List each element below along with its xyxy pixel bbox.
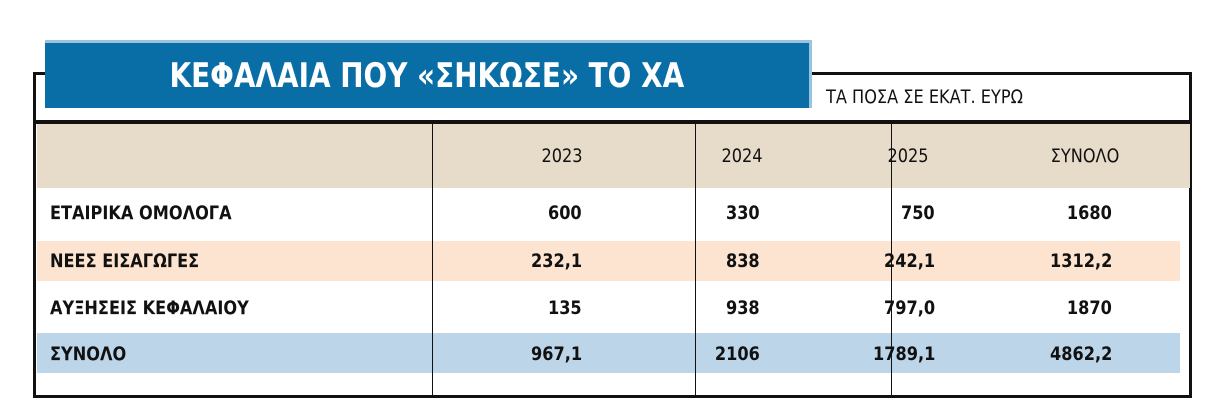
header-rule xyxy=(33,120,1192,124)
title-box: ΚΕΦΑΛΑΙΑ ΠΟΥ «ΣΗΚΩΣΕ» ΤΟ ΧΑ xyxy=(45,40,812,108)
cell-value: 1789,1 xyxy=(872,343,935,365)
frame-left xyxy=(33,72,36,398)
cell-value: 750 xyxy=(901,202,935,224)
row-label: ΕΤΑΙΡΙΚΑ ΟΜΟΛΟΓΑ xyxy=(50,202,232,224)
cell-value: 938 xyxy=(726,297,760,319)
cell-value: 135 xyxy=(548,297,582,319)
cell-value: 797,0 xyxy=(883,297,935,319)
row-label: ΣΥΝΟΛΟ xyxy=(50,343,127,365)
column-header: 2023 xyxy=(541,145,583,167)
frame-bottom xyxy=(33,395,1192,398)
cell-value: 1680 xyxy=(1067,202,1112,224)
column-divider xyxy=(432,124,433,395)
column-header: 2024 xyxy=(721,145,763,167)
header-row-bg xyxy=(37,124,1190,188)
title: ΚΕΦΑΛΑΙΑ ΠΟΥ «ΣΗΚΩΣΕ» ΤΟ ΧΑ xyxy=(169,55,685,96)
cell-value: 330 xyxy=(726,202,760,224)
cell-value: 1870 xyxy=(1067,297,1112,319)
cell-value: 838 xyxy=(726,250,760,272)
subtitle: ΤΑ ΠΟΣΑ ΣΕ ΕΚΑΤ. ΕΥΡΩ xyxy=(826,86,1023,108)
row-label: ΝΕΕΣ ΕΙΣΑΓΩΓΕΣ xyxy=(50,250,200,272)
cell-value: 600 xyxy=(548,202,582,224)
frame-right xyxy=(1189,72,1192,398)
cell-value: 967,1 xyxy=(530,343,582,365)
column-divider xyxy=(891,124,892,395)
cell-value: 1312,2 xyxy=(1049,250,1112,272)
row-label: ΑΥΞΗΣΕΙΣ ΚΕΦΑΛΑΙΟΥ xyxy=(50,297,249,319)
column-header: 2025 xyxy=(887,145,929,167)
cell-value: 242,1 xyxy=(883,250,935,272)
cell-value: 232,1 xyxy=(530,250,582,272)
cell-value: 4862,2 xyxy=(1049,343,1112,365)
column-header: ΣΥΝΟΛΟ xyxy=(1050,145,1120,167)
cell-value: 2106 xyxy=(715,343,760,365)
row-band xyxy=(37,333,1180,373)
column-divider xyxy=(695,124,696,395)
row-band xyxy=(37,241,1180,281)
